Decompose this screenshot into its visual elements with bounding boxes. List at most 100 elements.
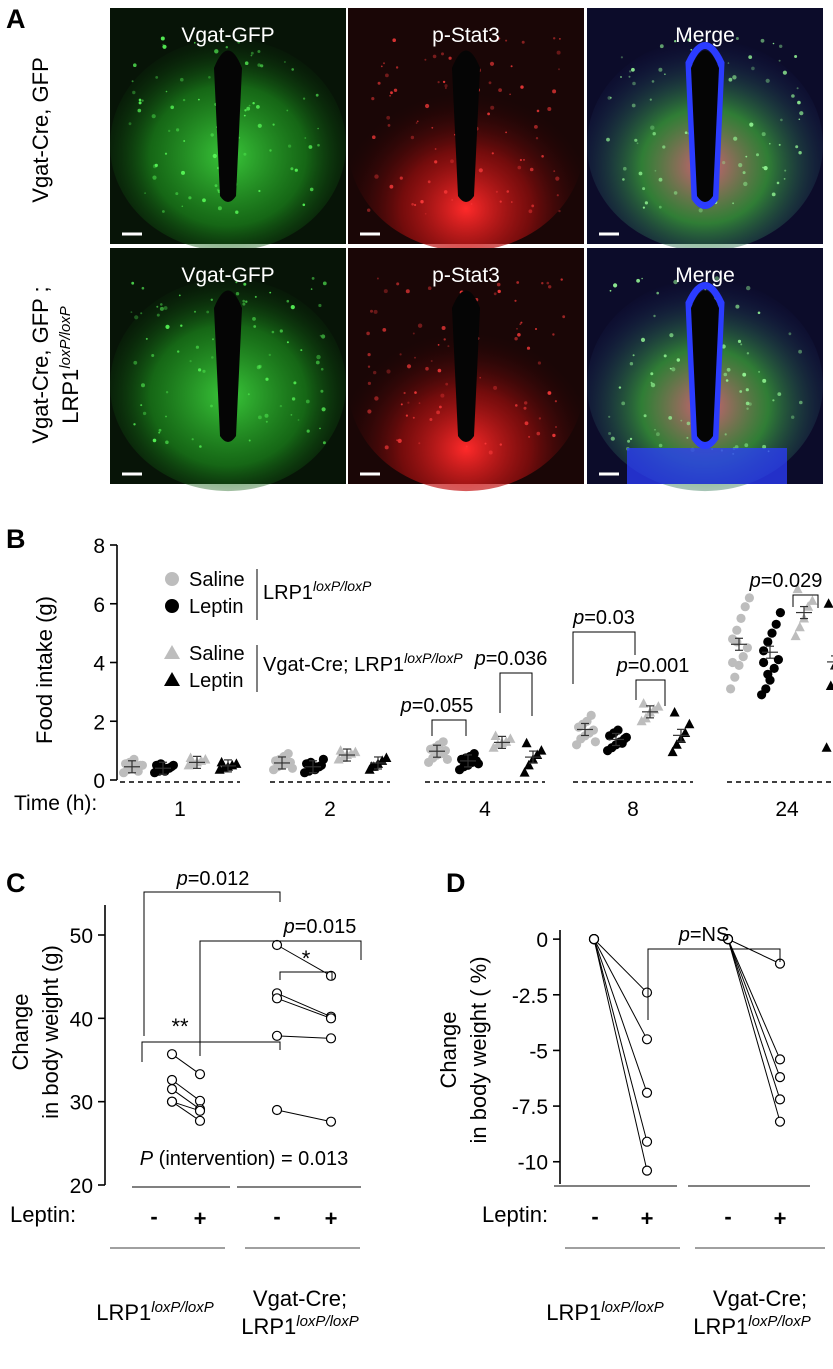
micrograph-cell-dot [246,106,251,111]
micrograph-cell-dot [165,324,170,329]
micrograph-cell-dot [383,289,388,294]
micrograph-cell-dot [554,400,558,403]
micrograph-cell-dot [412,416,415,419]
micrograph-cell-dot [131,281,135,285]
micrograph-cell-dot [367,365,371,368]
micrograph-cell-dot [484,442,487,445]
micrograph-grid: Vgat-GFP p-Stat3 Merge Vgat-GFP p-Stat3 Merge [110,8,823,492]
micrograph-cell-dot [698,208,703,213]
micrograph-cell-dot [399,353,402,356]
micrograph-cell-dot [244,109,247,112]
micrograph-cell-dot [445,87,447,89]
micrograph-cell-dot [142,411,147,416]
p-mid: p=0.015 [283,916,357,938]
micrograph-cell-dot [162,43,165,46]
x-tick-label: 8 [627,798,639,821]
micrograph-cell-dot [180,77,184,82]
leptin-label: Leptin: [482,1202,548,1227]
micrograph-cell-dot [310,288,313,290]
micrograph-cell-dot [371,97,375,101]
micrograph-cell-dot [443,338,446,341]
micrograph-cell-dot [487,112,490,116]
micrograph-cell-dot [654,428,656,431]
micrograph-cell-dot [286,109,289,112]
data-point [744,593,755,603]
data-point [732,625,742,635]
micrograph-cell-dot [405,414,408,417]
micrograph-cell-dot [658,205,662,209]
micrograph-cell-dot [245,300,248,303]
micrograph-cell-dot [290,414,293,416]
x-tick-label: 24 [775,798,799,821]
micrograph-cell-dot [253,325,257,328]
micrograph-cell-dot [644,201,649,205]
significance-bracket [431,719,467,736]
sig-left: ** [171,1014,189,1039]
micrograph-cell-dot [523,159,525,161]
legend-leptin-circle [165,599,179,613]
micrograph-cell-dot [257,63,261,67]
significance-bracket [572,631,636,684]
data-point [521,737,532,748]
pair-line [276,997,332,1019]
micrograph-cell-dot [673,279,678,285]
micrograph-cell-dot [214,49,219,54]
micrograph-cell-dot [547,107,552,111]
micrograph-cell-dot [376,277,379,280]
bracket-p-mid [199,940,362,1056]
micrograph-cell-dot [529,167,534,172]
pre-point [166,1049,178,1060]
panel-b-letter: B [6,524,26,554]
micrograph-cell-dot [436,410,440,415]
data-point [775,608,786,618]
significance-bracket [499,672,533,716]
micrograph-cell-dot [405,289,410,294]
bracket-ns [647,948,781,1020]
pre-point [166,1074,178,1086]
micrograph-cell-dot [772,399,775,402]
micrograph-cell-dot [133,360,138,365]
micrograph-cell-dot [279,404,283,408]
micrograph-cell-dot [629,437,633,441]
micrograph-cell-dot [165,415,167,418]
micrograph-cell-dot [427,180,431,184]
data-point [821,742,832,752]
micrograph-cell-dot [465,445,468,448]
micrograph-cell-dot [674,40,677,43]
micrograph-cell-dot [403,391,406,395]
p-top: p=0.012 [176,868,250,890]
micrograph-cell-dot [784,169,787,172]
micrograph-cell-dot [765,78,770,83]
micrograph-cell-dot [441,326,446,330]
micrograph-cell-dot [519,323,522,325]
third-ventricle [214,50,242,202]
micrograph-cell-dot [176,128,180,132]
micrograph-cell-dot [553,170,556,173]
data-point [771,619,781,629]
micrograph-cell-dot [305,399,310,404]
y-tick-label: 20 [70,1175,93,1198]
micrograph-cell-dot [499,443,502,446]
micrograph-cell-dot [510,65,513,68]
micrograph-cell-dot [183,140,186,142]
micrograph-cell-dot [393,88,398,93]
data-point [738,652,748,662]
micrograph-cell-dot [279,329,283,333]
y-tick-label: -10 [518,1152,548,1175]
micrograph-cell-dot [302,203,306,207]
micrograph-cell-dot [538,417,542,420]
data-point [823,598,833,608]
time-label: Time (h): [14,792,97,815]
post-point [325,1116,337,1127]
micrograph-cell-dot [690,48,693,51]
micrograph-cell-dot [138,98,142,102]
micrograph-cell-dot [493,292,497,296]
micrograph-cell-dot [432,54,437,59]
third-ventricle [452,50,480,202]
data-point [769,663,779,674]
data-point [519,767,530,777]
micrograph-cell-dot [776,181,780,185]
micrograph-cell-dot [242,302,246,306]
data-point [216,756,227,767]
post-point [774,1094,786,1105]
